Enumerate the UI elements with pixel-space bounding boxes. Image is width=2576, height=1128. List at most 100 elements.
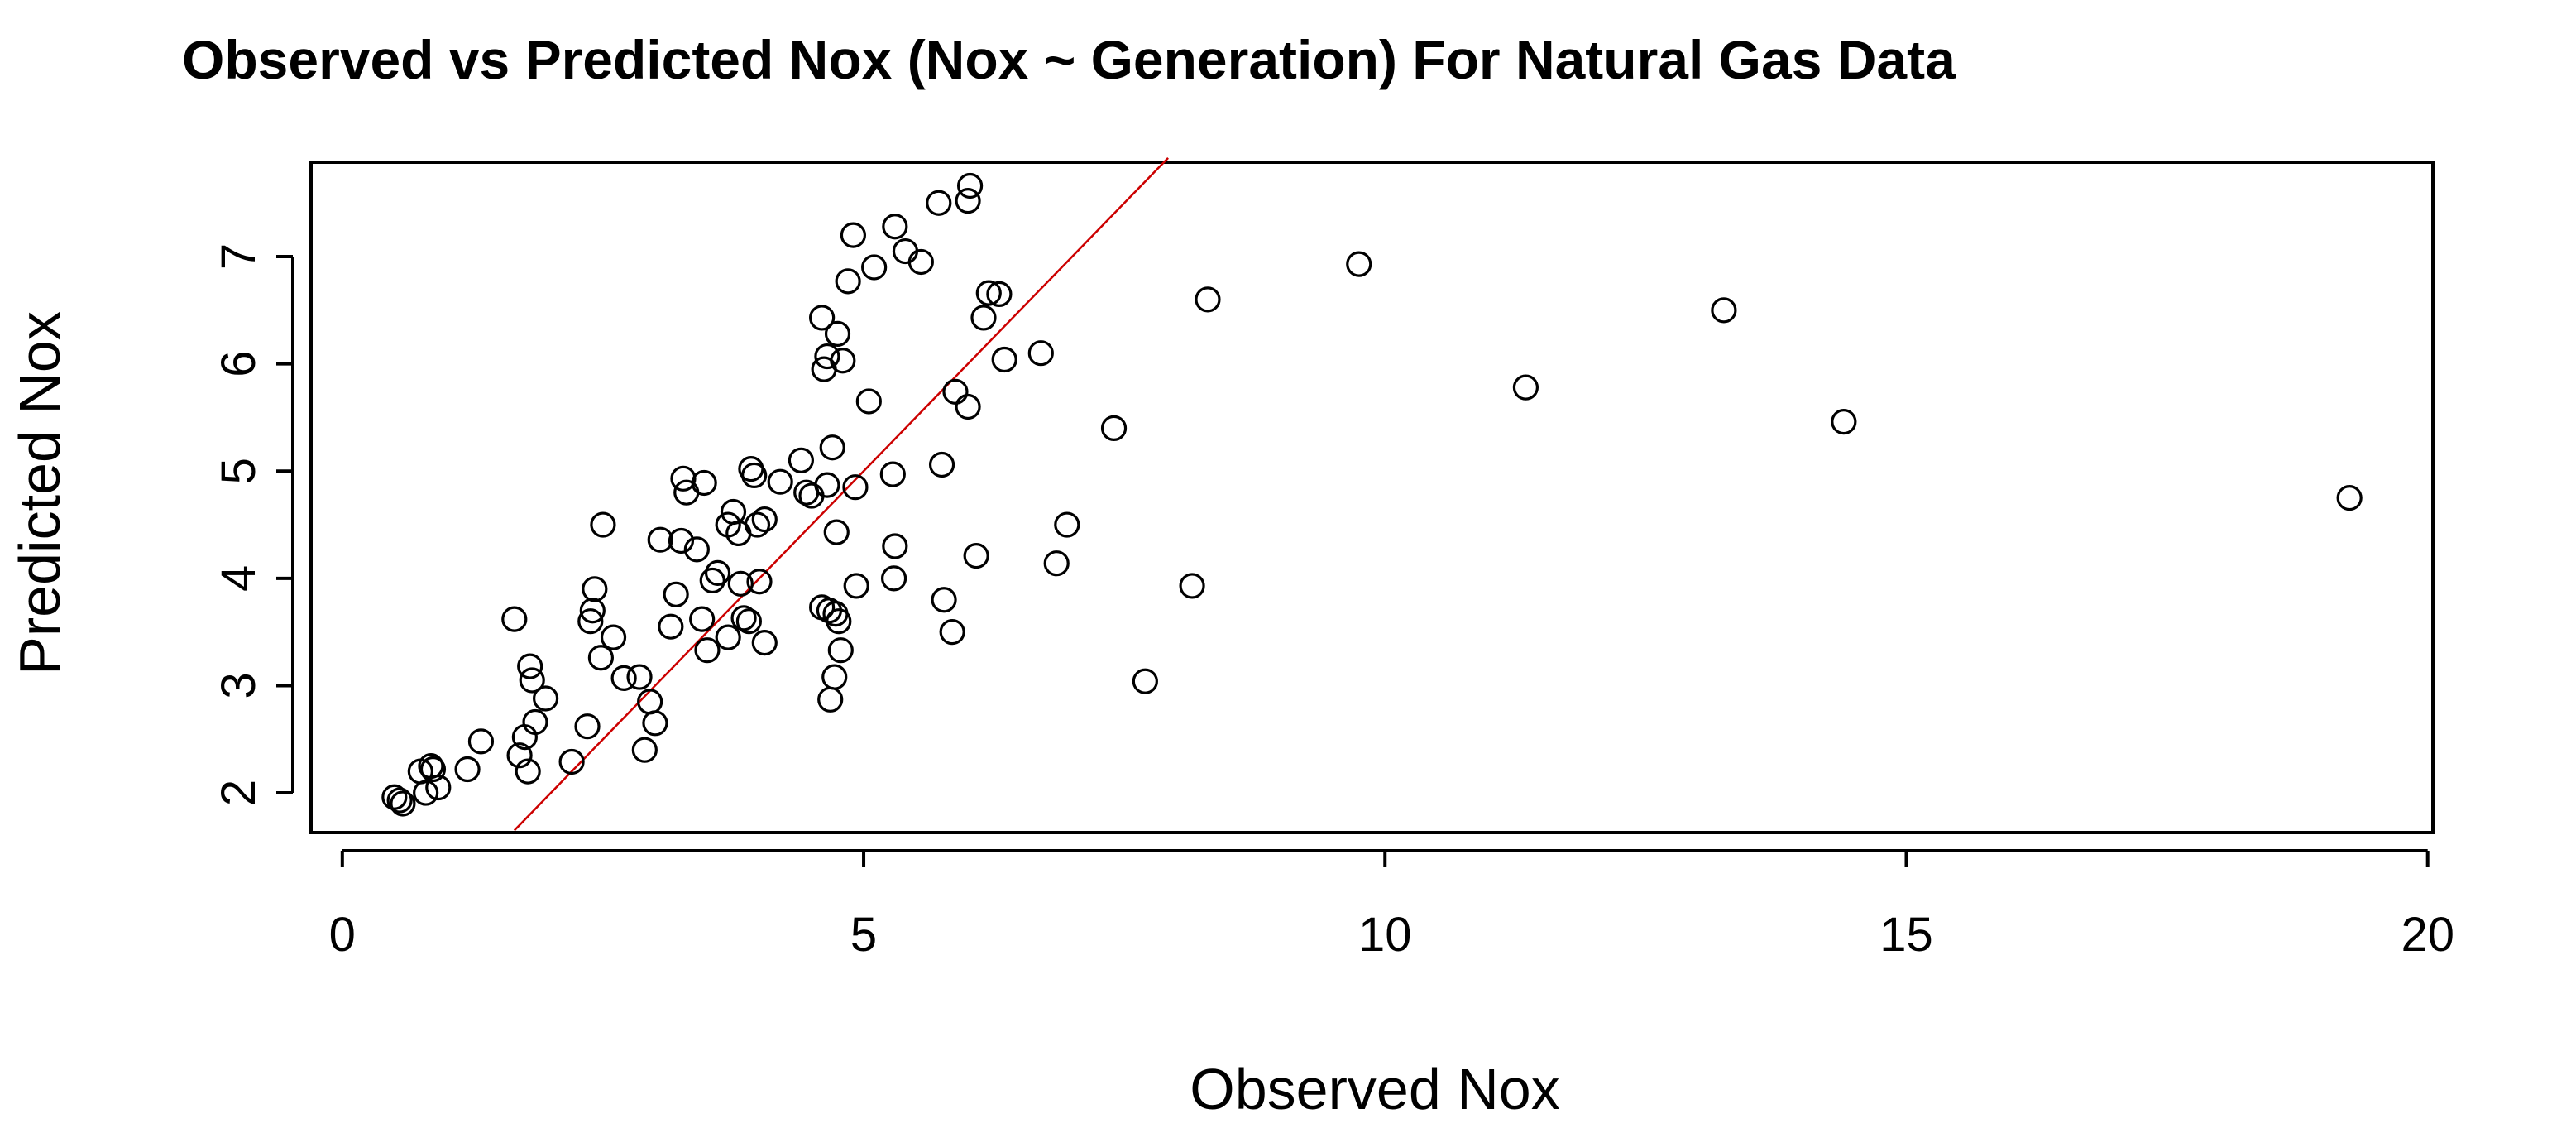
data-point xyxy=(861,254,888,281)
data-point xyxy=(519,667,545,694)
data-points xyxy=(381,172,2363,817)
data-point xyxy=(880,565,907,592)
data-point xyxy=(626,664,653,690)
data-point xyxy=(821,664,848,690)
data-point xyxy=(689,606,716,632)
data-point xyxy=(522,708,548,736)
data-point xyxy=(579,598,606,624)
data-point xyxy=(942,378,969,405)
data-point xyxy=(1027,340,1054,367)
data-point xyxy=(823,519,850,545)
data-point xyxy=(991,346,1017,373)
data-point xyxy=(855,388,882,415)
data-point xyxy=(558,748,585,775)
data-point xyxy=(668,527,695,554)
data-point xyxy=(506,742,533,769)
data-point xyxy=(673,479,700,506)
data-point xyxy=(814,343,840,370)
x-axis: 0 5 10 15 20 xyxy=(329,849,2454,962)
data-point xyxy=(986,281,1013,308)
data-point xyxy=(610,665,637,691)
data-point xyxy=(381,784,408,810)
data-point xyxy=(425,774,452,801)
data-point xyxy=(727,570,754,597)
data-point xyxy=(879,461,906,487)
plot-frame xyxy=(309,161,2435,834)
data-point xyxy=(663,581,689,607)
chart-title: Observed vs Predicted Nox (Nox ~ Generat… xyxy=(182,29,1956,90)
x-tick-label: 10 xyxy=(1358,908,1412,962)
y-tick-label: 7 xyxy=(212,243,266,270)
data-point xyxy=(892,238,919,265)
y-tick-label: 6 xyxy=(212,351,266,377)
data-point xyxy=(956,172,984,199)
y-tick-label: 5 xyxy=(212,458,266,484)
data-point xyxy=(751,506,778,533)
data-point xyxy=(637,689,663,715)
data-point xyxy=(1100,415,1128,442)
x-tick-label: 0 xyxy=(329,908,356,962)
data-point xyxy=(694,637,721,664)
data-point xyxy=(788,447,815,473)
data-point xyxy=(2336,485,2363,511)
data-point xyxy=(926,190,952,216)
data-point xyxy=(824,320,851,347)
data-point xyxy=(1346,251,1372,277)
data-point xyxy=(642,710,668,737)
data-point xyxy=(467,728,495,755)
data-point xyxy=(1512,374,1539,401)
data-point xyxy=(587,645,615,671)
y-tick-label: 4 xyxy=(212,565,266,592)
data-point xyxy=(1831,409,1857,435)
data-point xyxy=(683,536,710,563)
data-point xyxy=(730,605,757,631)
data-point xyxy=(840,222,867,248)
data-point xyxy=(515,758,541,785)
data-point xyxy=(741,462,768,489)
data-point xyxy=(939,619,965,646)
data-point xyxy=(882,214,908,240)
y-tick-label: 3 xyxy=(212,672,266,698)
data-point xyxy=(532,685,559,712)
data-point xyxy=(1179,573,1205,599)
y-axis-title: Predicted Nox xyxy=(7,311,72,675)
data-point xyxy=(1054,511,1080,538)
data-point xyxy=(843,573,869,599)
data-point xyxy=(882,533,908,559)
data-point xyxy=(1711,297,1737,324)
x-tick-label: 5 xyxy=(850,908,877,962)
data-point xyxy=(631,737,658,763)
identity-reference-line xyxy=(513,156,1169,832)
plot-area xyxy=(381,156,2363,832)
data-point xyxy=(658,613,684,640)
data-point xyxy=(501,606,528,632)
data-point xyxy=(699,567,725,594)
data-point xyxy=(419,756,447,783)
data-point xyxy=(830,348,856,374)
data-point xyxy=(1132,668,1158,694)
data-point xyxy=(735,608,762,635)
data-point xyxy=(413,780,439,806)
x-tick-label: 15 xyxy=(1879,908,1933,962)
data-point xyxy=(574,713,601,740)
data-point xyxy=(1043,550,1070,577)
data-point xyxy=(931,587,957,613)
data-point xyxy=(963,543,989,569)
data-point xyxy=(827,637,854,664)
x-axis-title: Observed Nox xyxy=(1190,1057,1559,1121)
data-point xyxy=(842,474,869,501)
data-point xyxy=(767,468,793,495)
data-point xyxy=(590,511,616,538)
data-point xyxy=(970,305,997,331)
data-point xyxy=(817,686,844,713)
data-point xyxy=(835,268,861,295)
data-point xyxy=(582,576,608,602)
data-point xyxy=(751,630,778,656)
data-point xyxy=(647,526,673,553)
data-point xyxy=(814,472,840,498)
data-point xyxy=(517,653,543,679)
data-point xyxy=(955,393,981,420)
x-tick-label: 20 xyxy=(2401,908,2454,962)
y-axis: 2 3 4 5 6 7 xyxy=(212,243,294,806)
